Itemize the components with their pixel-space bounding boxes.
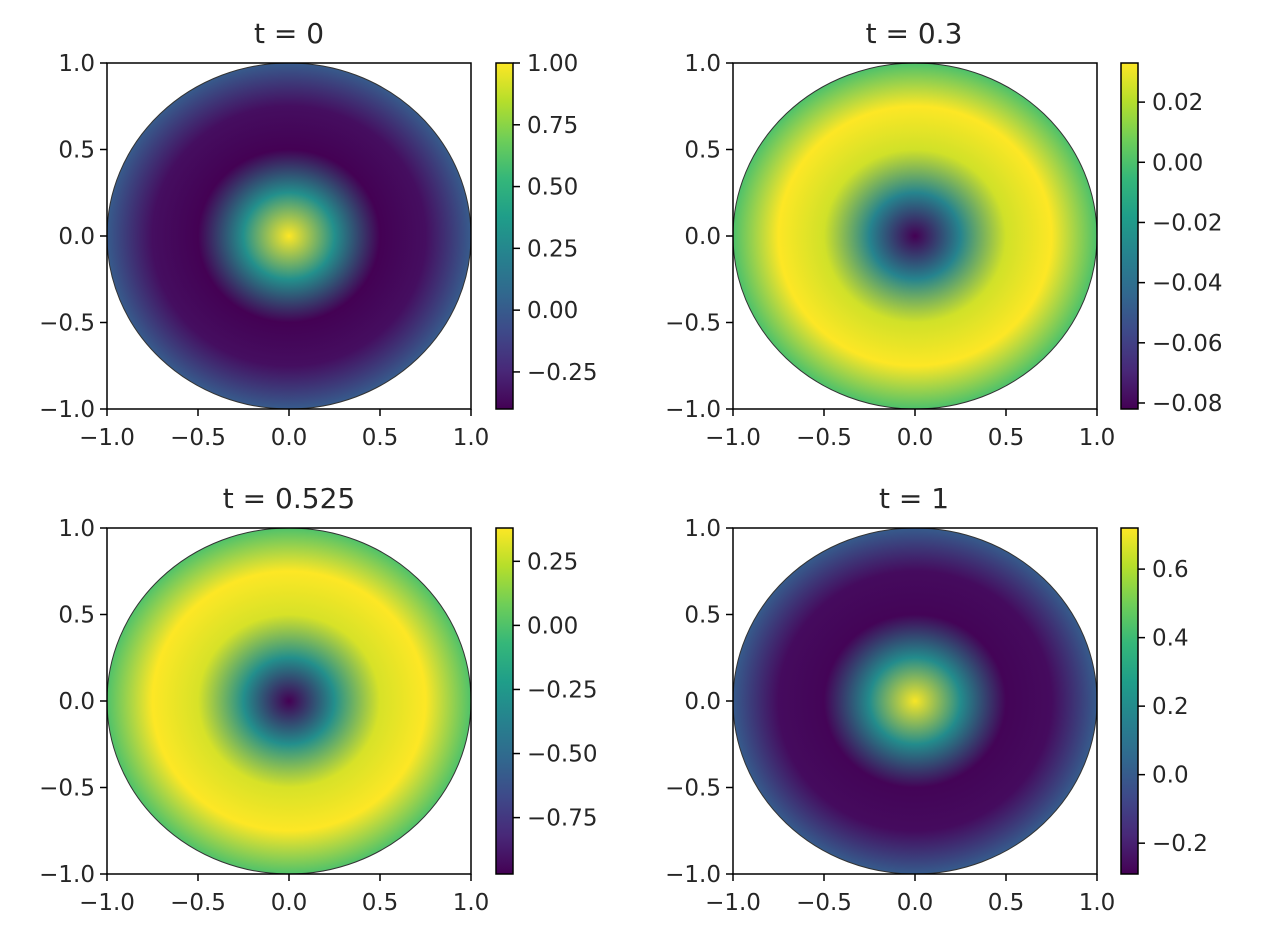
x-tick-label: −1.0 [79, 425, 135, 451]
y-tick-label: −0.5 [39, 311, 95, 337]
y-axis: −1.0 −0.5 0.0 0.5 1.0 [39, 516, 107, 888]
x-tick-label: −0.5 [796, 425, 852, 451]
colorbar-tick-label: −0.75 [527, 806, 597, 832]
y-tick-label: 0.0 [684, 224, 721, 250]
colorbar-tick-label: 0.25 [527, 549, 578, 575]
x-axis: −1.0 −0.5 0.0 0.5 1.0 [705, 409, 1115, 451]
colorbar-tick-label: 0.00 [527, 613, 578, 639]
colorbar: −0.25 0.00 0.25 0.50 0.75 1.00 [495, 51, 597, 410]
panel-title: t = 1 [879, 482, 949, 515]
x-tick-label: −1.0 [705, 890, 761, 916]
y-tick-label: 1.0 [58, 51, 95, 77]
panel-t0.3: t = 0.3 −1.0 −0.5 0.0 0.5 1.0 −1.0 −0.5 0.0 0.5… [665, 17, 1222, 451]
colorbar-tick-label: 0.00 [1152, 150, 1203, 176]
x-tick-label: 1.0 [1079, 425, 1116, 451]
x-tick-label: −1.0 [79, 890, 135, 916]
colorbar-tick-label: −0.50 [527, 742, 597, 768]
colorbar-gradient [496, 528, 513, 874]
colorbar-tick-label: 0.25 [527, 236, 578, 262]
colorbar-frame [495, 527, 514, 875]
disk-field [106, 62, 472, 410]
x-tick-label: 0.0 [271, 890, 308, 916]
colorbar-tick-label: −0.25 [527, 360, 597, 386]
y-tick-label: 1.0 [58, 516, 95, 542]
y-tick-label: 1.0 [684, 516, 721, 542]
colorbar: −0.08 −0.06 −0.04 −0.02 0.00 0.02 [1120, 62, 1222, 417]
colorbar-gradient [1121, 528, 1138, 874]
x-tick-label: 0.5 [988, 425, 1025, 451]
colorbar: −0.2 0.0 0.2 0.4 0.6 [1120, 527, 1208, 875]
x-tick-label: 0.5 [988, 890, 1025, 916]
y-tick-label: 0.5 [58, 138, 95, 164]
panel-title: t = 0.525 [223, 482, 355, 515]
colorbar-tick-label: 0.4 [1152, 626, 1189, 652]
x-tick-label: −1.0 [705, 425, 761, 451]
x-tick-label: 0.0 [897, 425, 934, 451]
y-axis: −1.0 −0.5 0.0 0.5 1.0 [665, 516, 733, 888]
colorbar-tick-label: −0.08 [1152, 391, 1222, 417]
panel-t1: t = 1 −1.0 −0.5 0.0 0.5 1.0 −1.0 −0.5 0.0 0.5 1.… [665, 482, 1208, 916]
colorbar-tick-label: 0.02 [1152, 90, 1203, 116]
colorbar-tick-label: 0.50 [527, 175, 578, 201]
colorbar-frame [1120, 527, 1139, 875]
y-tick-label: 0.0 [684, 689, 721, 715]
colorbar-tick-label: 0.00 [527, 298, 578, 324]
colorbar-frame [1120, 62, 1139, 410]
x-tick-label: 1.0 [453, 425, 490, 451]
x-tick-label: 1.0 [1079, 890, 1116, 916]
x-axis: −1.0 −0.5 0.0 0.5 1.0 [79, 874, 489, 916]
disk-heatmap [732, 527, 1098, 875]
y-tick-label: −1.0 [665, 397, 721, 423]
x-tick-label: −0.5 [170, 425, 226, 451]
y-tick-label: 0.5 [58, 603, 95, 629]
y-axis: −1.0 −0.5 0.0 0.5 1.0 [39, 51, 107, 423]
panel-t0.525: t = 0.525 −1.0 −0.5 0.0 0.5 1.0 −1.0−0.50.00… [39, 482, 597, 916]
y-tick-label: 1.0 [684, 51, 721, 77]
x-tick-label: 0.5 [362, 890, 399, 916]
x-tick-label: 0.0 [271, 425, 308, 451]
colorbar-tick-label: 1.00 [527, 51, 578, 77]
y-tick-label: −1.0 [39, 397, 95, 423]
y-tick-label: −0.5 [39, 776, 95, 802]
disk-field [732, 527, 1098, 875]
colorbar-tick-label: 0.75 [527, 113, 578, 139]
colorbar-tick-label: 0.6 [1152, 557, 1189, 583]
colorbar-tick-label: −0.02 [1152, 210, 1222, 236]
x-tick-label: 0.5 [362, 425, 399, 451]
x-axis: −1.0 −0.5 0.0 0.5 1.0 [705, 874, 1115, 916]
colorbar-gradient [496, 63, 513, 409]
y-tick-label: 0.5 [684, 603, 721, 629]
x-tick-label: −0.5 [170, 890, 226, 916]
disk-field [106, 527, 472, 875]
x-tick-label: −0.5 [796, 890, 852, 916]
disk-field [732, 62, 1098, 410]
y-tick-label: 0.0 [58, 689, 95, 715]
colorbar-tick-label: 0.2 [1152, 694, 1189, 720]
y-tick-label: −1.0 [39, 862, 95, 888]
disk-heatmap [106, 527, 472, 875]
panel-title: t = 0 [254, 17, 324, 50]
x-tick-label: 0.0 [897, 890, 934, 916]
y-tick-label: 0.5 [684, 138, 721, 164]
colorbar-frame [495, 62, 514, 410]
colorbar-tick-label: −0.2 [1152, 831, 1208, 857]
colorbar-tick-label: −0.25 [527, 677, 597, 703]
disk-heatmap [106, 62, 472, 410]
y-tick-label: −0.5 [665, 776, 721, 802]
colorbar: −0.75 −0.50 −0.25 0.00 0.25 [495, 527, 597, 875]
panel-title: t = 0.3 [866, 17, 963, 50]
y-tick-label: −1.0 [665, 862, 721, 888]
y-axis: −1.0 −0.5 0.0 0.5 1.0 [665, 51, 733, 423]
x-axis: −1.0 −0.5 0.0 0.5 1.0 [79, 409, 489, 451]
colorbar-gradient [1121, 63, 1138, 409]
x-tick-label: 1.0 [453, 890, 490, 916]
y-tick-label: −0.5 [665, 311, 721, 337]
colorbar-tick-label: 0.0 [1152, 763, 1189, 789]
colorbar-tick-label: −0.04 [1152, 271, 1222, 297]
panel-t0: t = 0 −1.0 −0.5 0.0 0.5 1.0 −1.0 −0.5 0.0 0.5 1.… [39, 17, 597, 451]
y-tick-label: 0.0 [58, 224, 95, 250]
colorbar-tick-label: −0.06 [1152, 331, 1222, 357]
disk-heatmap [732, 62, 1098, 410]
